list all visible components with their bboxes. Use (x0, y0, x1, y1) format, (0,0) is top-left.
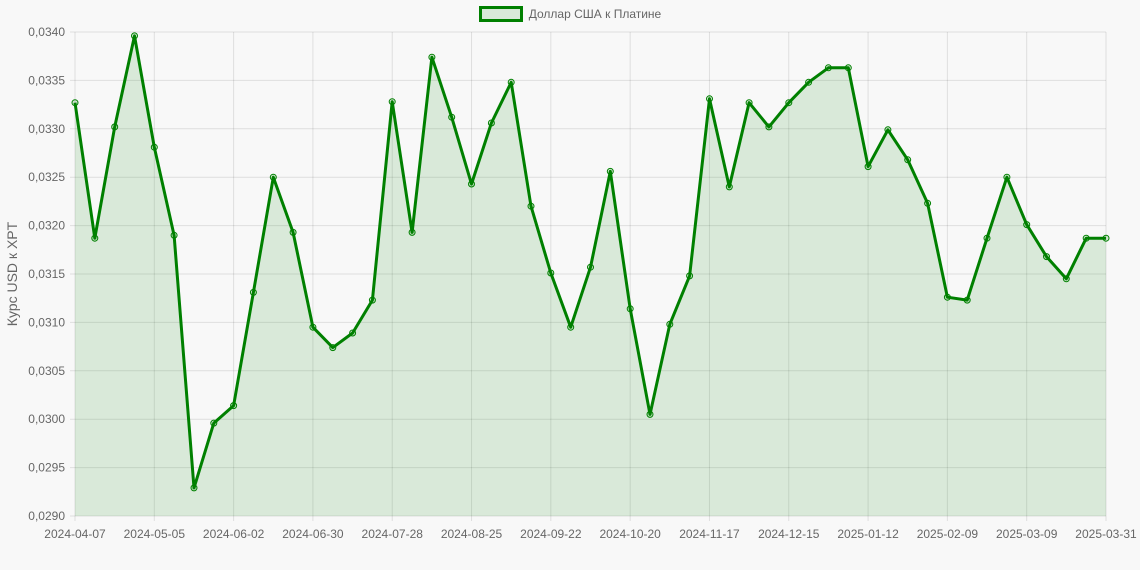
data-point[interactable] (626, 305, 634, 313)
data-point[interactable] (448, 113, 456, 121)
x-tick-label: 2024-08-25 (441, 527, 503, 541)
y-axis-title: Курс USD к XPT (4, 221, 20, 326)
x-tick-label: 2025-03-31 (1075, 527, 1137, 541)
data-point[interactable] (428, 53, 436, 61)
data-point[interactable] (131, 32, 138, 40)
data-point[interactable] (527, 202, 535, 210)
data-point[interactable] (805, 78, 813, 86)
data-point[interactable] (1023, 221, 1031, 229)
data-point[interactable] (269, 173, 277, 181)
data-point[interactable] (190, 484, 198, 492)
x-tick-label: 2025-02-09 (917, 527, 979, 541)
data-point[interactable] (824, 64, 832, 72)
y-tick-label: 0,0305 (28, 364, 65, 378)
data-point[interactable] (1102, 234, 1110, 242)
data-point[interactable] (567, 323, 575, 331)
y-tick-label: 0,0340 (28, 25, 65, 39)
data-point[interactable] (924, 199, 932, 207)
data-point[interactable] (388, 98, 396, 106)
x-tick-label: 2024-05-05 (124, 527, 186, 541)
data-point[interactable] (587, 263, 594, 271)
data-point[interactable] (844, 64, 852, 72)
data-point[interactable] (725, 183, 733, 191)
data-point[interactable] (943, 293, 951, 301)
data-points[interactable] (71, 32, 1110, 492)
data-point[interactable] (468, 180, 475, 188)
x-tick-label: 2024-07-28 (362, 527, 424, 541)
data-point[interactable] (547, 269, 555, 277)
x-tick-label: 2025-01-12 (837, 527, 899, 541)
data-point[interactable] (150, 143, 158, 151)
data-point[interactable] (368, 296, 376, 304)
x-tick-label: 2024-09-22 (520, 527, 582, 541)
data-point[interactable] (289, 228, 297, 236)
data-point[interactable] (686, 272, 694, 280)
data-point[interactable] (864, 163, 872, 171)
data-line (73, 34, 1106, 490)
data-point[interactable] (408, 228, 416, 236)
x-tick-label: 2024-10-20 (599, 527, 661, 541)
data-point[interactable] (765, 123, 773, 131)
data-point[interactable] (745, 99, 753, 107)
data-point[interactable] (884, 126, 892, 134)
data-point[interactable] (904, 156, 912, 164)
data-point[interactable] (1062, 275, 1070, 283)
data-point[interactable] (487, 119, 495, 127)
x-tick-label: 2024-06-30 (282, 527, 344, 541)
y-tick-label: 0,0290 (28, 509, 65, 523)
area-fill (75, 35, 1106, 517)
legend-label: Доллар США к Платине (528, 7, 662, 21)
data-point[interactable] (1043, 253, 1050, 261)
data-point[interactable] (91, 234, 99, 242)
x-tick-label: 2024-04-07 (44, 527, 106, 541)
x-tick-label: 2024-11-17 (679, 527, 740, 541)
data-point[interactable] (71, 99, 79, 107)
y-tick-label: 0,0330 (28, 122, 65, 136)
data-point[interactable] (1082, 234, 1090, 242)
y-tick-label: 0,0295 (28, 461, 65, 475)
data-point[interactable] (210, 419, 218, 427)
data-point[interactable] (249, 288, 257, 296)
data-point[interactable] (309, 323, 317, 331)
x-axis: 2024-04-07 2024-05-05 2024-06-02 2024-06-30… (44, 527, 1137, 541)
x-tick-label: 2025-03-09 (996, 527, 1058, 541)
y-axis: 0,0290 0,0295 0,0300 0,0305 0,0310 0,0315 0,03… (28, 25, 65, 523)
data-point[interactable] (785, 99, 793, 107)
data-point[interactable] (983, 234, 991, 242)
data-point[interactable] (507, 78, 515, 86)
x-tick-label: 2024-12-15 (758, 527, 820, 541)
y-tick-label: 0,0315 (28, 267, 65, 281)
data-point[interactable] (666, 320, 674, 328)
legend-swatch (478, 6, 523, 22)
y-tick-label: 0,0335 (28, 73, 65, 87)
y-tick-label: 0,0300 (28, 412, 65, 426)
data-point[interactable] (170, 231, 178, 239)
data-point[interactable] (963, 296, 971, 304)
data-point[interactable] (329, 344, 337, 352)
data-point[interactable] (606, 167, 614, 175)
data-point[interactable] (1003, 173, 1011, 181)
y-tick-label: 0,0325 (28, 170, 65, 184)
chart-legend[interactable]: Доллар США к Платине (0, 6, 1140, 22)
data-point[interactable] (646, 410, 654, 418)
y-tick-label: 0,0310 (28, 315, 65, 329)
data-point[interactable] (349, 329, 357, 337)
y-tick-label: 0,0320 (28, 219, 65, 233)
x-tick-label: 2024-06-02 (203, 527, 265, 541)
data-point[interactable] (706, 95, 713, 103)
data-point[interactable] (111, 123, 119, 131)
data-point[interactable] (230, 402, 238, 410)
